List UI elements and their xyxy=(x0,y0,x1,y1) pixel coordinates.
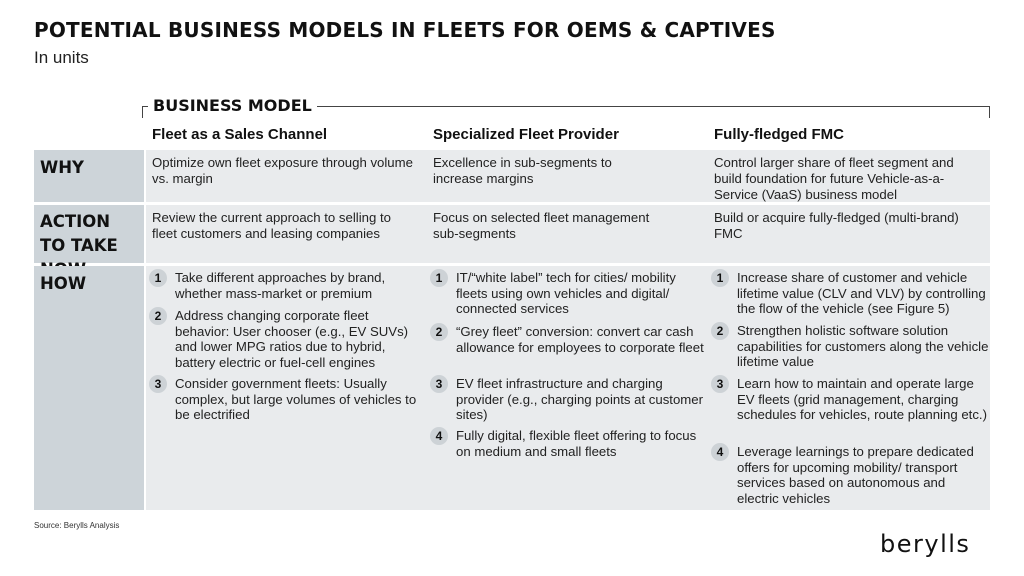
business-model-label: BUSINESS MODEL xyxy=(148,96,317,115)
berylls-logo: berylls xyxy=(880,530,971,558)
how-item: 3 Consider government fleets: Usually co… xyxy=(149,375,424,423)
how-item-text: “Grey fleet” conversion: convert car cas… xyxy=(456,324,704,355)
page-title: POTENTIAL BUSINESS MODELS IN FLEETS FOR … xyxy=(34,18,776,42)
column-header-specialized-provider: Specialized Fleet Provider xyxy=(433,126,619,143)
business-model-bracket xyxy=(142,106,990,118)
step-number-badge: 4 xyxy=(711,443,729,461)
action-label-background xyxy=(34,205,144,263)
step-number-badge: 1 xyxy=(711,269,729,287)
how-item-text: Learn how to maintain and operate large … xyxy=(737,376,987,422)
why-label-background xyxy=(34,150,144,202)
how-item-text: Leverage learnings to prepare dedicated … xyxy=(737,444,974,506)
step-number-badge: 1 xyxy=(430,269,448,287)
why-row-label: WHY xyxy=(40,158,84,177)
how-item: 1 IT/“white label” tech for cities/ mobi… xyxy=(430,269,708,317)
step-number-badge: 2 xyxy=(711,322,729,340)
how-item-text: Address changing corporate fleet behavio… xyxy=(175,308,409,370)
step-number-badge: 2 xyxy=(430,323,448,341)
how-row-label: HOW xyxy=(40,274,87,293)
how-item-text: Strengthen holistic software solution ca… xyxy=(737,323,989,369)
action-row-background xyxy=(146,205,990,263)
how-item: 3 EV fleet infrastructure and charging p… xyxy=(430,375,708,423)
step-number-badge: 1 xyxy=(149,269,167,287)
action-cell: Review the current approach to selling t… xyxy=(152,210,391,241)
step-number-badge: 4 xyxy=(430,427,448,445)
how-item-text: EV fleet infrastructure and charging pro… xyxy=(456,376,704,422)
how-item-text: Take different approaches by brand, whet… xyxy=(175,270,386,301)
column-header-sales-channel: Fleet as a Sales Channel xyxy=(152,126,328,143)
step-number-badge: 2 xyxy=(149,307,167,325)
why-cell: Excellence in sub-segments to increase m… xyxy=(433,155,612,186)
why-row-background xyxy=(146,150,990,202)
how-item: 4 Leverage learnings to prepare dedicate… xyxy=(711,443,989,506)
how-item-text: Consider government fleets: Usually comp… xyxy=(175,376,417,422)
how-item: 4 Fully digital, flexible fleet offering… xyxy=(430,427,708,459)
how-item: 2 Address changing corporate fleet behav… xyxy=(149,307,424,370)
step-number-badge: 3 xyxy=(430,375,448,393)
how-item-text: Increase share of customer and vehicle l… xyxy=(737,270,986,316)
page-subtitle: In units xyxy=(34,48,89,67)
action-cell: Build or acquire fully-fledged (multi-br… xyxy=(714,210,959,241)
action-cell: Focus on selected fleet management sub-s… xyxy=(433,210,650,241)
why-cell: Control larger share of fleet segment an… xyxy=(714,155,954,202)
how-item-text: Fully digital, flexible fleet offering t… xyxy=(456,428,697,459)
how-item: 1 Take different approaches by brand, wh… xyxy=(149,269,424,301)
how-item: 2 Strengthen holistic software solution … xyxy=(711,322,989,370)
column-header-fully-fledged-fmc: Fully-fledged FMC xyxy=(714,126,844,143)
why-cell: Optimize own fleet exposure through volu… xyxy=(152,155,413,186)
how-row-background xyxy=(146,266,990,510)
step-number-badge: 3 xyxy=(149,375,167,393)
how-item-text: IT/“white label” tech for cities/ mobili… xyxy=(456,270,676,316)
how-label-background xyxy=(34,266,144,510)
step-number-badge: 3 xyxy=(711,375,729,393)
how-item: 3 Learn how to maintain and operate larg… xyxy=(711,375,989,423)
how-item: 1 Increase share of customer and vehicle… xyxy=(711,269,989,317)
how-item: 2 “Grey fleet” conversion: convert car c… xyxy=(430,323,708,355)
source-note: Source: Berylls Analysis xyxy=(34,521,120,530)
